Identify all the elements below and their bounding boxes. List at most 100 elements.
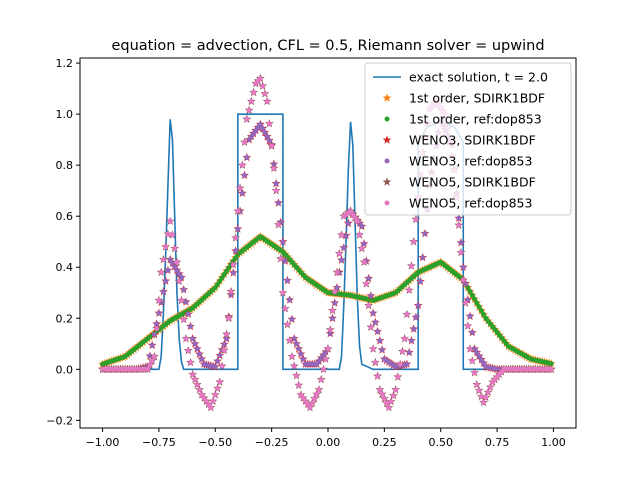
data-point-dot — [278, 256, 284, 262]
data-point-dot — [325, 346, 331, 352]
data-point-dot — [330, 315, 336, 321]
data-point-dot — [393, 387, 399, 393]
data-point-dot — [316, 387, 322, 393]
data-point-dot — [226, 315, 232, 321]
chart-title: equation = advection, CFL = 0.5, Riemann… — [111, 38, 544, 54]
data-point-dot — [221, 341, 227, 347]
data-point-dot — [264, 134, 270, 140]
data-point-dot — [366, 303, 372, 309]
data-point-dot — [384, 400, 390, 406]
data-point-dot — [388, 399, 394, 405]
data-point-dot — [330, 308, 336, 314]
data-point-dot — [458, 250, 464, 256]
data-point-dot — [413, 314, 419, 320]
data-point-dot — [402, 336, 408, 342]
data-point-dot — [336, 251, 342, 257]
data-point-dot — [314, 391, 320, 397]
data-point-dot — [422, 231, 428, 237]
data-point-dot — [242, 172, 248, 178]
data-point-dot — [242, 139, 248, 145]
x-tick-label: −1.00 — [86, 436, 120, 449]
data-point-dot — [237, 185, 243, 191]
legend-swatch-star — [382, 177, 392, 186]
data-point-dot — [187, 360, 193, 366]
data-point-dot — [320, 366, 326, 372]
data-point-dot — [210, 398, 216, 404]
x-tick-label: 0.00 — [316, 436, 341, 449]
data-point-dot — [334, 285, 340, 291]
data-point-dot — [190, 371, 196, 377]
y-tick-label: −0.2 — [46, 414, 73, 427]
data-point-dot — [178, 297, 184, 303]
legend-swatch-dot — [384, 158, 390, 164]
data-point-dot — [293, 341, 299, 347]
data-point-dot — [411, 326, 417, 332]
data-point-dot — [476, 353, 482, 359]
data-point-dot — [163, 244, 169, 250]
data-point-dot — [275, 222, 281, 228]
data-point-dot — [165, 231, 171, 237]
data-point-dot — [293, 373, 299, 379]
legend-swatch-star — [382, 135, 392, 144]
data-point-dot — [244, 155, 250, 161]
data-point-dot — [167, 218, 173, 224]
y-tick-label: 0.0 — [56, 363, 74, 376]
data-point-dot — [282, 306, 288, 312]
data-point-dot — [397, 361, 403, 367]
data-point-dot — [230, 270, 236, 276]
data-point-dot — [478, 394, 484, 400]
data-point-dot — [228, 288, 234, 294]
data-point-dot — [172, 264, 178, 270]
data-point-dot — [183, 299, 189, 305]
data-point-dot — [160, 257, 166, 263]
data-point-dot — [260, 83, 266, 89]
data-point-dot — [215, 385, 221, 391]
data-point-dot — [287, 297, 293, 303]
data-point-dot — [357, 232, 363, 238]
data-point-dot — [181, 317, 187, 323]
data-point-dot — [158, 269, 164, 275]
data-point-dot — [476, 388, 482, 394]
data-point-dot — [404, 361, 410, 367]
data-point-dot — [472, 296, 478, 302]
data-point-dot — [366, 275, 372, 281]
data-point-dot — [169, 232, 175, 238]
data-point-dot — [284, 278, 290, 284]
x-tick-label: 0.25 — [372, 436, 397, 449]
data-point-dot — [485, 389, 491, 395]
data-point-dot — [458, 240, 464, 246]
data-point-dot — [481, 311, 487, 317]
data-point-dot — [327, 327, 333, 333]
data-point-dot — [221, 347, 227, 353]
data-point-dot — [271, 165, 277, 171]
data-point-dot — [208, 405, 214, 411]
y-axis: −0.2 0.0 0.2 0.4 0.6 0.8 1.0 1.2 — [46, 57, 80, 427]
data-point-dot — [269, 143, 275, 149]
data-point-dot — [345, 220, 351, 226]
data-point-dot — [145, 366, 151, 372]
data-point-dot — [224, 336, 230, 342]
data-point-dot — [334, 269, 340, 275]
data-point-dot — [196, 387, 202, 393]
data-point-dot — [370, 346, 376, 352]
data-point-dot — [282, 258, 288, 264]
data-point-dot — [406, 349, 412, 355]
data-point-dot — [178, 274, 184, 280]
legend-label: WENO3, SDIRK1BDF — [409, 133, 536, 148]
data-point-dot — [296, 346, 302, 352]
data-point-dot — [147, 362, 153, 368]
data-point-dot — [386, 405, 392, 411]
legend-label: WENO5, SDIRK1BDF — [409, 175, 536, 190]
data-point-dot — [275, 200, 281, 206]
data-point-dot — [408, 338, 414, 344]
data-point-dot — [415, 303, 421, 309]
data-point-dot — [469, 330, 475, 336]
data-point-dot — [266, 121, 272, 127]
data-point-dot — [248, 98, 254, 104]
data-point-dot — [239, 190, 245, 196]
data-point-dot — [474, 382, 480, 388]
y-tick-label: 1.2 — [56, 57, 74, 70]
data-point-dot — [408, 263, 414, 269]
data-point-dot — [318, 377, 324, 383]
